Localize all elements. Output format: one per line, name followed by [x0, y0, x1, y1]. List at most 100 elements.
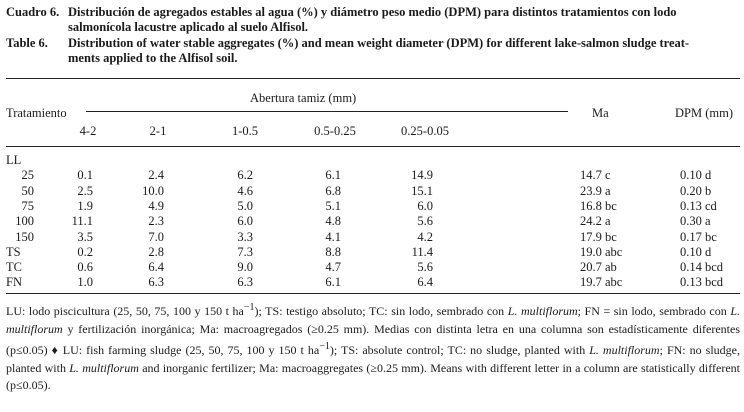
cell-sieve-0: 0.1 — [77, 168, 93, 183]
footnote-text: ); TS: absolute control; TC: no sludge, … — [329, 343, 590, 357]
cell-sieve-1: 7.0 — [148, 229, 164, 244]
row-label: 75 — [21, 198, 35, 213]
footnote-text: ); TS: testigo absoluto; TC: sin lodo, s… — [254, 304, 508, 318]
cell-sieve-2: 4.6 — [237, 183, 253, 198]
cell-sieve-4: 11.4 — [411, 244, 433, 259]
cell-sieve-1: 6.4 — [148, 260, 164, 275]
cell-sieve-4: 15.1 — [411, 183, 433, 198]
footnote-sup: −1 — [319, 341, 330, 352]
cell-sieve-3: 6.1 — [325, 275, 341, 290]
cell-sieve-4: 5.6 — [417, 260, 433, 275]
cell-dpm: 0.30 a — [680, 214, 711, 229]
cell-ma: 20.7 ab — [580, 260, 617, 275]
cell-sieve-3: 4.8 — [325, 214, 341, 229]
row-label: 150 — [15, 229, 34, 244]
header-treatment: Tratamiento — [6, 106, 67, 120]
cell-ma: 19.0 abc — [580, 244, 623, 259]
cell-ma: 23.9 a — [580, 183, 611, 198]
cell-dpm: 0.17 bc — [680, 229, 717, 244]
footnote-species: L. multiflorum — [6, 304, 740, 336]
cell-sieve-1: 10.0 — [142, 183, 164, 198]
header-ma: Ma — [592, 106, 609, 120]
cell-sieve-0: 1.0 — [77, 275, 93, 290]
caption-en-label: Table 6. — [6, 36, 48, 50]
footnote-species: L. multiflorum — [69, 360, 139, 375]
cell-sieve-3: 4.7 — [325, 260, 341, 275]
cell-sieve-3: 8.8 — [325, 244, 341, 259]
caption-en-line1: Distribution of water stable aggregates … — [68, 36, 690, 50]
header-sieve-2: 1-0.5 — [231, 124, 259, 138]
header-group-rule — [86, 111, 568, 112]
footnote-species: L. multiflorum — [589, 343, 660, 357]
cell-sieve-1: 2.8 — [148, 244, 164, 259]
cell-sieve-0: 1.9 — [77, 198, 93, 213]
header-dpm: DPM (mm) — [675, 106, 733, 120]
footnote-sup: −1 — [243, 302, 255, 313]
row-label: TC — [6, 260, 22, 275]
cell-sieve-1: 2.3 — [148, 214, 164, 229]
cell-ma: 17.9 bc — [580, 229, 617, 244]
footnote-text: LU: lodo piscicultura (25, 50, 75, 100 y… — [6, 304, 244, 318]
cell-sieve-2: 6.2 — [237, 168, 253, 183]
caption-es-line1: Distribución de agregados estables al ag… — [68, 5, 677, 19]
cell-dpm: 0.20 b — [680, 183, 712, 198]
row-label: LL — [6, 153, 22, 167]
cell-sieve-2: 9.0 — [237, 260, 253, 275]
cell-sieve-2: 3.3 — [237, 229, 253, 244]
caption-en-line2: ments applied to the Alfisol soil. — [68, 51, 238, 65]
cell-dpm: 0.10 d — [680, 244, 712, 259]
cell-sieve-1: 6.3 — [148, 275, 164, 290]
cell-sieve-0: 11.1 — [71, 214, 93, 229]
header-group-sieve: Abertura tamiz (mm) — [250, 91, 357, 105]
cell-sieve-3: 6.1 — [325, 168, 341, 183]
cell-sieve-0: 2.5 — [77, 183, 93, 198]
cell-ma: 14.7 c — [580, 168, 611, 183]
caption-es-line2: salmonícola lacustre aplicado al suelo A… — [68, 20, 309, 34]
caption-en: Table 6. Distribution of water stable agg… — [6, 36, 689, 66]
footnote-text: ; FN = sin lodo, sembrado con — [577, 304, 731, 318]
cell-dpm: 0.13 cd — [680, 198, 717, 213]
cell-sieve-2: 6.0 — [237, 214, 253, 229]
caption-es: Cuadro 6. Distribución de agregados estab… — [6, 5, 677, 35]
cell-sieve-4: 6.0 — [417, 198, 433, 213]
header-bottom-rule — [6, 146, 740, 147]
cell-ma: 24.2 a — [580, 214, 611, 229]
table-footnote: LU: lodo piscicultura (25, 50, 75, 100 y… — [6, 299, 740, 395]
cell-sieve-3: 6.8 — [325, 183, 341, 198]
cell-sieve-0: 0.6 — [77, 260, 93, 275]
cell-sieve-2: 6.3 — [237, 275, 253, 290]
footnote-text: y fertilización inorgánica; Ma: macroagr… — [6, 321, 740, 358]
row-label: FN — [6, 275, 22, 290]
cell-dpm: 0.13 bcd — [680, 275, 724, 290]
cell-ma: 16.8 bc — [580, 198, 617, 213]
header-sieve-3: 0.5-0.25 — [314, 124, 356, 138]
row-label: TS — [6, 244, 21, 259]
cell-dpm: 0.10 d — [680, 168, 712, 183]
cell-sieve-2: 5.0 — [237, 198, 253, 213]
row-label: 50 — [21, 183, 35, 198]
cell-sieve-4: 5.6 — [417, 214, 433, 229]
cell-sieve-3: 5.1 — [325, 198, 341, 213]
footnote-text: and inorganic fertilizer; Ma: macroaggre… — [6, 360, 740, 393]
cell-sieve-1: 4.9 — [148, 198, 164, 213]
footnote-text: ; FN: no sludge, planted with — [6, 343, 740, 375]
header-sieve-4: 0.25-0.05 — [401, 124, 449, 138]
cell-sieve-3: 4.1 — [325, 229, 341, 244]
header-sieve-1: 2-1 — [149, 124, 167, 138]
cell-sieve-4: 14.9 — [411, 168, 433, 183]
table-top-rule — [6, 78, 740, 79]
header-sieve-0: 4-2 — [79, 124, 97, 138]
cell-ma: 19.7 abc — [580, 275, 623, 290]
row-label: 100 — [15, 214, 34, 229]
footnote-species: L. multiflorum — [507, 304, 578, 318]
cell-sieve-0: 0.2 — [77, 244, 93, 259]
cell-sieve-4: 4.2 — [417, 229, 433, 244]
cell-sieve-2: 7.3 — [237, 244, 253, 259]
table-bottom-rule — [6, 293, 740, 294]
cell-sieve-4: 6.4 — [417, 275, 433, 290]
cell-dpm: 0.14 bcd — [680, 260, 724, 275]
row-label: 25 — [21, 168, 35, 183]
cell-sieve-0: 3.5 — [77, 229, 93, 244]
caption-es-label: Cuadro 6. — [6, 5, 60, 19]
cell-sieve-1: 2.4 — [148, 168, 164, 183]
